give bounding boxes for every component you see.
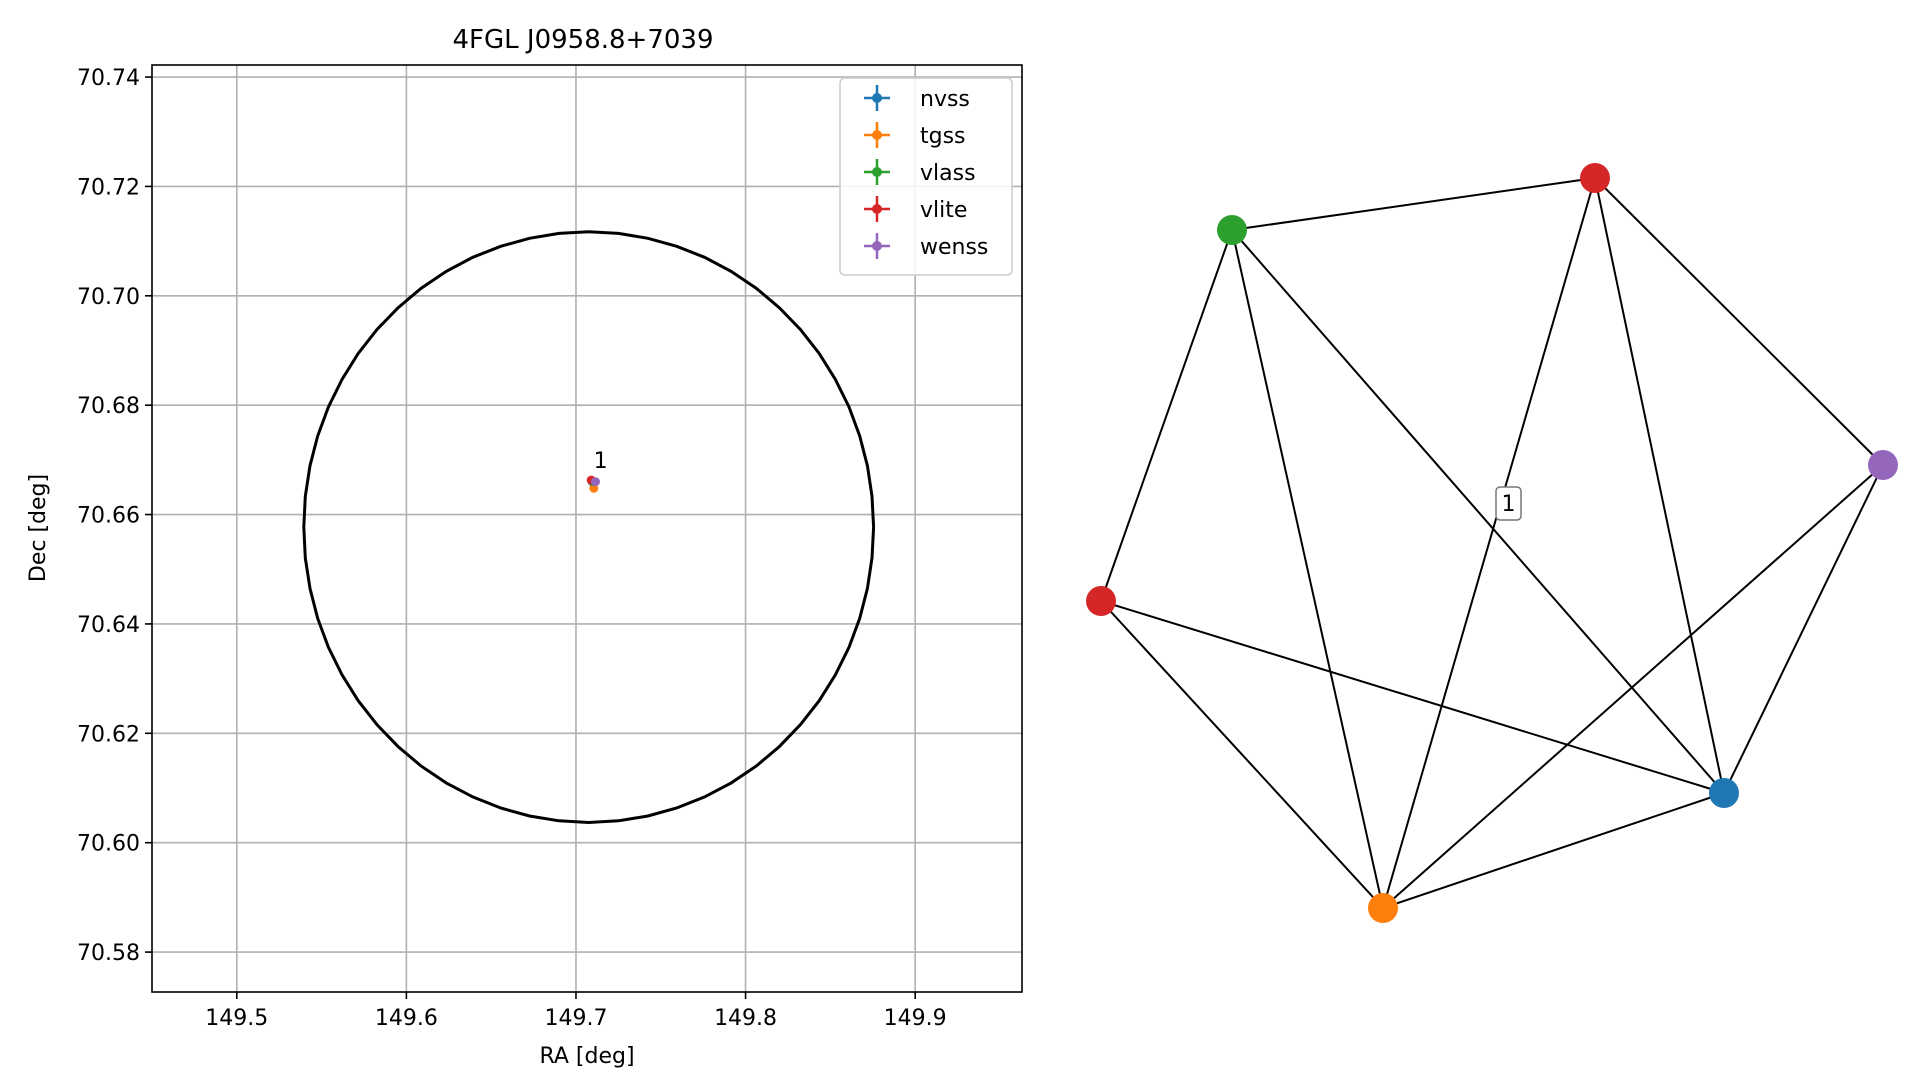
y-tick-label: 70.74: [77, 66, 140, 91]
localization-ellipse: [302, 230, 876, 825]
graph-node-orange: [1368, 893, 1398, 923]
scatter-panel: 4FGL J0958.8+7039 1 149.5 149.6 149.7 149.8…: [26, 25, 1023, 1069]
graph-panel: 1: [1086, 163, 1898, 923]
x-tick-label: 149.5: [205, 1006, 268, 1031]
x-tick-label: 149.8: [714, 1006, 777, 1031]
y-tick-label: 70.70: [77, 285, 140, 310]
legend-entry-vlass: vlass: [864, 159, 976, 186]
y-tick-label: 70.72: [77, 175, 140, 200]
x-axis-label: RA [deg]: [539, 1044, 634, 1069]
y-tick-label: 70.68: [77, 394, 140, 419]
graph-edge: [1382, 792, 1725, 909]
graph-edge: [1100, 600, 1384, 909]
graph-node-red-left: [1086, 586, 1116, 616]
graph-node-blue: [1709, 778, 1739, 808]
legend-label: wenss: [920, 235, 988, 260]
y-axis-label: Dec [deg]: [26, 474, 51, 582]
y-tick-label: 70.66: [77, 504, 140, 529]
graph-edge: [1100, 229, 1233, 602]
y-axis-ticks: 70.58 70.60 70.62 70.64 70.66 70.68 70.70 70.72…: [77, 66, 152, 966]
graph-node-red-top: [1580, 163, 1610, 193]
legend-entry-wenss: wenss: [864, 233, 988, 260]
legend-entry-vlite: vlite: [864, 196, 967, 223]
ellipse-outline: [302, 230, 876, 825]
legend-entry-tgss: tgss: [864, 122, 966, 149]
graph-edge: [1382, 464, 1884, 909]
graph-edges: [1100, 177, 1884, 909]
y-tick-label: 70.58: [77, 941, 140, 966]
graph-edge: [1231, 229, 1384, 909]
legend: nvss tgss vlass vlite wenss: [839, 77, 1013, 276]
legend-label: tgss: [920, 124, 966, 149]
graph-edge: [1231, 229, 1725, 794]
graph-node-green: [1217, 215, 1247, 245]
x-tick-label: 149.6: [375, 1006, 438, 1031]
legend-entry-nvss: nvss: [864, 85, 970, 112]
point-annotation: 1: [594, 449, 608, 474]
x-axis-ticks: 149.5 149.6 149.7 149.8 149.9: [205, 992, 947, 1031]
point-wenss: [590, 477, 600, 487]
y-tick-label: 70.64: [77, 613, 140, 638]
y-tick-label: 70.60: [77, 832, 140, 857]
graph-edge: [1594, 177, 1725, 794]
legend-label: vlass: [920, 161, 976, 186]
annotations: 1: [594, 449, 608, 474]
graph-center-label: 1: [1495, 486, 1522, 521]
x-tick-label: 149.7: [544, 1006, 607, 1031]
x-tick-label: 149.9: [884, 1006, 947, 1031]
graph-edge: [1231, 177, 1596, 231]
legend-box: [839, 77, 1013, 276]
graph-edge: [1100, 600, 1725, 794]
data-points: [586, 475, 600, 493]
graph-edge: [1723, 464, 1884, 794]
graph-edge: [1382, 177, 1596, 909]
chart-title: 4FGL J0958.8+7039: [453, 25, 714, 55]
graph-node-purple: [1868, 450, 1898, 480]
plot-frame: [151, 64, 1023, 993]
legend-label: nvss: [920, 87, 970, 112]
y-tick-label: 70.62: [77, 722, 140, 747]
legend-label: vlite: [920, 198, 967, 223]
graph-nodes: [1086, 163, 1898, 923]
graph-edge: [1594, 177, 1884, 466]
graph-center-label-text: 1: [1502, 492, 1516, 517]
